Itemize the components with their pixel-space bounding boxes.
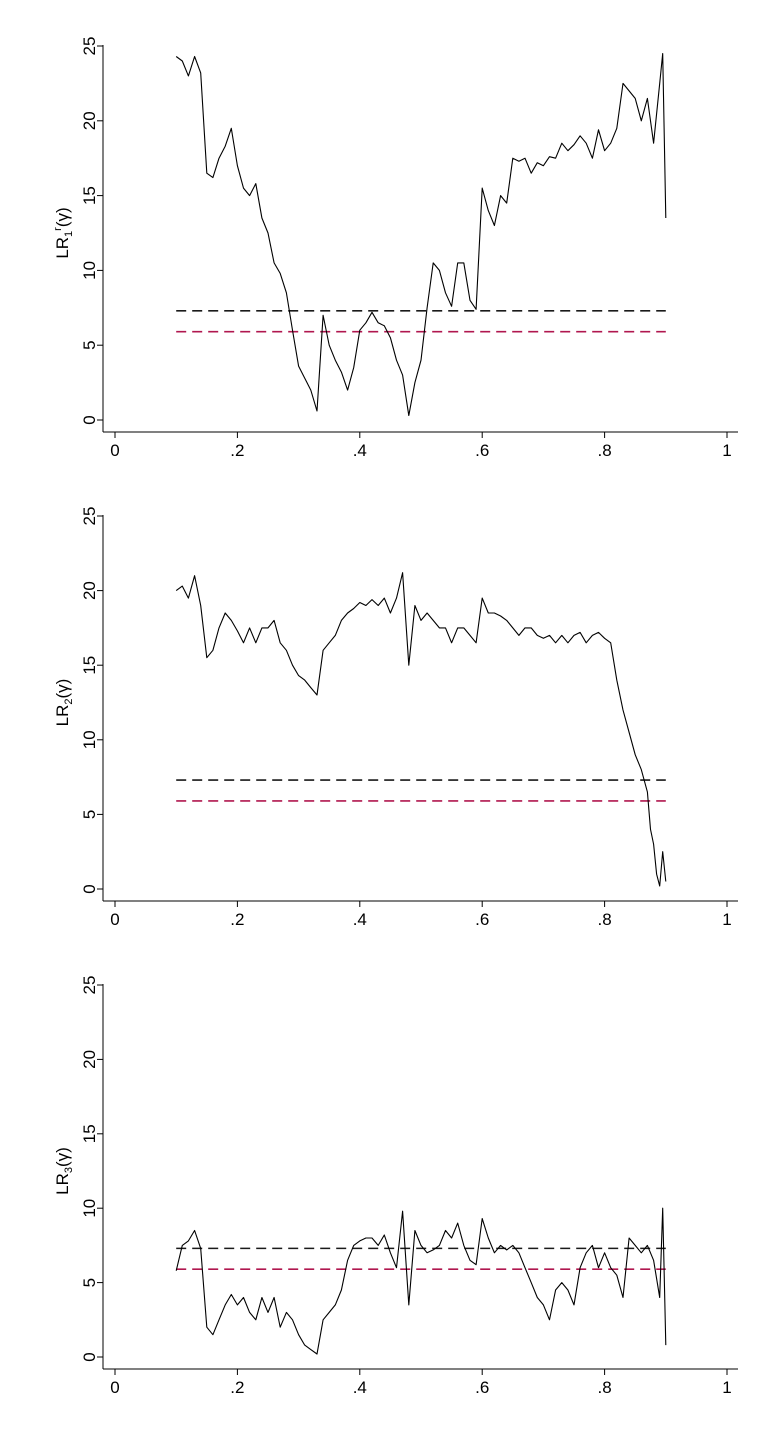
y-axis-label-main: LR [53, 1173, 72, 1195]
y-tick-label: 5 [80, 810, 99, 819]
y-axis-label-tail: (γ) [53, 1147, 72, 1167]
y-tick-label: 10 [80, 730, 99, 749]
y-axis-label: LR1r(γ) [52, 207, 75, 258]
panel-3: 0 5 10 15 20 25 0 .2 .4 .6 .8 1 LR3(γ) [53, 976, 738, 1397]
y-tick-label: 25 [80, 976, 99, 995]
y-axis-label: LR3(γ) [53, 1147, 75, 1195]
y-tick-label: 25 [80, 507, 99, 526]
x-tick-label: .2 [230, 1378, 244, 1397]
y-axis-label-main: LR [53, 237, 72, 259]
x-tick-label: 1 [722, 910, 731, 929]
y-tick-label: 10 [80, 1199, 99, 1218]
x-tick-label: .6 [475, 910, 489, 929]
x-tick-label: 0 [110, 910, 119, 929]
y-axis-label: LR2(γ) [53, 679, 75, 727]
y-tick-label: 20 [80, 111, 99, 130]
lr-statistic-series-line [175, 1207, 667, 1355]
y-axis-label-tail: (γ) [53, 679, 72, 699]
y-axis-label-sub: 2 [63, 698, 75, 704]
y-tick-label: 20 [80, 581, 99, 600]
y-tick-label: 15 [80, 656, 99, 675]
x-tick-label: .4 [353, 910, 367, 929]
y-axis-label-sup: r [52, 227, 64, 231]
y-tick-label: 20 [80, 1050, 99, 1069]
x-tick-label: 1 [722, 441, 731, 460]
lr-statistic-series-line [175, 52, 667, 417]
x-tick-label: .6 [475, 441, 489, 460]
y-tick-label: 0 [80, 884, 99, 893]
x-tick-label: .2 [230, 441, 244, 460]
y-tick-label: 15 [80, 1124, 99, 1143]
panel-2: 0 5 10 15 20 25 0 .2 .4 .6 .8 1 LR2(γ) [53, 507, 738, 929]
y-axis-label-tail: (γ) [53, 207, 72, 227]
y-tick-label: 25 [80, 37, 99, 56]
y-tick-label: 0 [80, 1352, 99, 1361]
y-axis-label-sub: 1 [63, 231, 75, 237]
y-tick-label: 5 [80, 340, 99, 349]
x-tick-label: 1 [722, 1378, 731, 1397]
y-axis-label-main: LR [53, 705, 72, 727]
x-tick-label: .2 [230, 910, 244, 929]
x-tick-label: .8 [598, 910, 612, 929]
x-tick-label: .8 [598, 441, 612, 460]
x-tick-label: .4 [353, 441, 367, 460]
y-tick-label: 5 [80, 1278, 99, 1287]
lr-statistic-series-line [175, 572, 667, 887]
x-tick-label: .6 [475, 1378, 489, 1397]
x-tick-label: .4 [353, 1378, 367, 1397]
x-tick-label: 0 [110, 441, 119, 460]
y-tick-label: 0 [80, 415, 99, 424]
x-tick-label: 0 [110, 1378, 119, 1397]
y-tick-label: 10 [80, 261, 99, 280]
y-axis-label-sub: 3 [63, 1167, 75, 1173]
x-tick-label: .8 [598, 1378, 612, 1397]
y-tick-label: 15 [80, 186, 99, 205]
